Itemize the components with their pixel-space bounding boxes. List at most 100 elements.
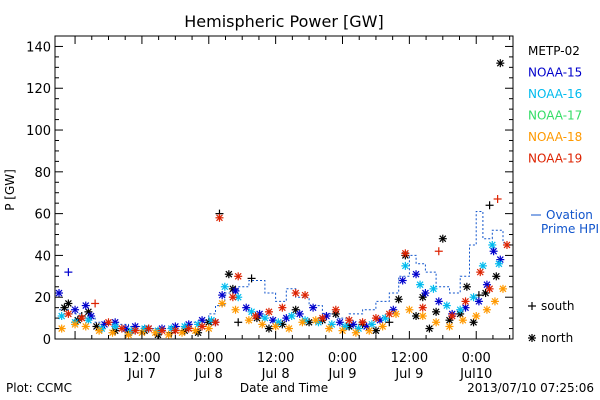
data-point-noaa-18: [490, 297, 499, 306]
data-point-noaa-16: [478, 261, 487, 270]
y-tick-label: 100: [26, 124, 51, 139]
data-point-noaa-18: [57, 324, 66, 333]
data-point-noaa-15: [295, 309, 304, 318]
x-tick-time-label: 12:00: [391, 351, 428, 366]
ovation-hpi-layer: [59, 211, 507, 330]
asterisk-stroke: [392, 310, 400, 318]
data-point-metp-02: [438, 234, 447, 243]
asterisk-stroke: [111, 323, 119, 330]
x-axis-label: Date and Time: [240, 381, 328, 395]
x-tick-time-label: 12:00: [257, 351, 294, 366]
asterisk-stroke: [225, 270, 233, 278]
asterisk-stroke: [288, 312, 296, 320]
asterisk-stroke: [496, 59, 504, 67]
x-tick-time-label: 12:00: [123, 351, 160, 366]
data-point-metp-02: [64, 299, 73, 308]
data-point-noaa-15: [421, 289, 430, 298]
legend-symbol-north: [528, 334, 536, 342]
data-point-noaa-19: [131, 326, 140, 335]
asterisk-stroke: [131, 327, 139, 335]
asterisk-stroke: [425, 325, 433, 332]
asterisk-stroke: [272, 323, 280, 330]
data-point-noaa-15: [434, 297, 443, 306]
asterisk-stroke: [430, 285, 437, 293]
data-point-noaa-18: [418, 312, 427, 321]
data-point-noaa-15: [489, 247, 498, 256]
data-point-noaa-16: [456, 305, 465, 314]
legend-ovation-line1: Ovation: [546, 208, 593, 222]
data-point-noaa-18: [338, 326, 347, 335]
footer-timestamp: 2013/07/10 07:25:06: [467, 381, 594, 395]
data-point-metp-02: [425, 324, 434, 333]
data-point-noaa-19: [358, 318, 367, 327]
data-point-noaa-16: [220, 282, 229, 291]
asterisk-stroke: [218, 300, 226, 307]
data-point-noaa-18: [445, 322, 454, 331]
legend-symbol-south: [528, 302, 536, 310]
data-point-noaa-19: [198, 322, 207, 331]
chart-title: Hemispheric Power [GW]: [184, 12, 383, 31]
data-point-noaa-18: [95, 326, 104, 335]
y-tick-label: 40: [34, 249, 51, 264]
data-point-metp-02: [394, 295, 403, 304]
asterisk-stroke: [483, 281, 491, 289]
data-point-noaa-18: [151, 328, 160, 337]
x-tick-date-label: Jul 8: [261, 367, 290, 382]
legend-entry-metp-02: METP-02: [528, 44, 580, 58]
asterisk-stroke: [359, 318, 366, 326]
asterisk-stroke: [336, 318, 344, 326]
ovation-hpi-line: [59, 211, 507, 330]
asterisk-stroke: [82, 302, 90, 309]
asterisk-stroke: [181, 323, 189, 330]
asterisk-stroke: [492, 272, 500, 280]
asterisk-stroke: [470, 318, 477, 326]
data-point-metp-02: [432, 307, 441, 316]
asterisk-stroke: [205, 325, 213, 332]
asterisk-stroke: [292, 306, 300, 314]
asterisk-stroke: [395, 295, 403, 303]
x-tick-date-label: Jul 9: [327, 367, 356, 382]
legend: METP-02 NOAA-15 NOAA-16 NOAA-17 NOAA-18 NOAA-…: [528, 44, 599, 345]
data-point-noaa-18: [298, 318, 307, 327]
asterisk-stroke: [64, 300, 72, 307]
legend-entry-noaa-16: NOAA-16: [528, 87, 582, 101]
asterisk-stroke: [242, 304, 250, 312]
asterisk-stroke: [368, 320, 376, 328]
asterisk-stroke: [476, 268, 484, 276]
asterisk-stroke: [491, 297, 499, 305]
asterisk-stroke: [212, 318, 219, 326]
asterisk-stroke: [269, 316, 277, 324]
data-point-noaa-15: [398, 276, 407, 285]
asterisk-stroke: [292, 289, 300, 297]
asterisk-stroke: [151, 329, 159, 337]
asterisk-stroke: [87, 312, 95, 320]
asterisk-stroke: [372, 314, 380, 322]
asterisk-stroke: [443, 302, 451, 309]
data-point-metp-02: [485, 201, 494, 210]
data-point-noaa-15: [100, 320, 109, 329]
data-point-noaa-18: [108, 328, 117, 337]
data-point-noaa-16: [57, 312, 66, 321]
data-point-noaa-16: [429, 284, 438, 293]
data-point-noaa-18: [285, 324, 294, 333]
data-point-noaa-18: [231, 305, 240, 314]
asterisk-stroke: [64, 310, 72, 318]
asterisk-stroke: [234, 272, 242, 280]
asterisk-stroke: [232, 306, 239, 314]
data-point-noaa-19: [91, 299, 100, 308]
asterisk-stroke: [412, 270, 420, 278]
asterisk-stroke: [462, 297, 469, 305]
asterisk-stroke: [499, 285, 507, 293]
asterisk-stroke: [472, 312, 480, 320]
asterisk-stroke: [261, 314, 269, 322]
y-tick-label: 140: [26, 40, 51, 55]
data-point-noaa-16: [354, 324, 363, 333]
asterisk-stroke: [216, 214, 223, 222]
asterisk-stroke: [341, 323, 349, 330]
data-point-noaa-19: [215, 213, 224, 222]
asterisk-stroke: [105, 318, 112, 326]
legend-symbol-label-south: south: [541, 299, 575, 313]
legend-ovation-line2: Prime HPI: [541, 222, 599, 236]
data-point-noaa-18: [178, 328, 187, 337]
